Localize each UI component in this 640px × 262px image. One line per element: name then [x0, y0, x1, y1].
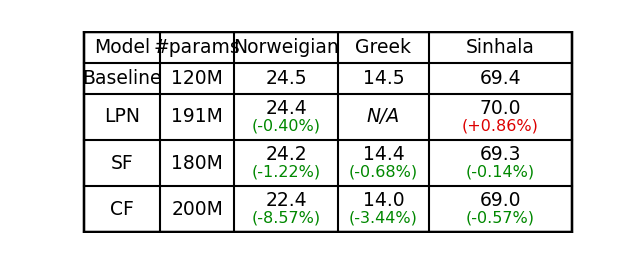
- Text: Norweigian: Norweigian: [233, 38, 339, 57]
- Text: (-8.57%): (-8.57%): [252, 210, 321, 225]
- Text: (-0.40%): (-0.40%): [252, 118, 321, 133]
- Text: 191M: 191M: [172, 107, 223, 127]
- Text: (-0.68%): (-0.68%): [349, 164, 418, 179]
- Text: 120M: 120M: [172, 69, 223, 88]
- Text: 200M: 200M: [172, 200, 223, 219]
- Text: CF: CF: [110, 200, 134, 219]
- Text: 24.4: 24.4: [265, 99, 307, 118]
- Text: (-0.14%): (-0.14%): [466, 164, 535, 179]
- Text: #params: #params: [154, 38, 241, 57]
- Text: 70.0: 70.0: [480, 99, 522, 118]
- Text: (-3.44%): (-3.44%): [349, 210, 418, 225]
- Text: 14.5: 14.5: [363, 69, 404, 88]
- Text: 69.0: 69.0: [480, 191, 522, 210]
- Text: Greek: Greek: [355, 38, 412, 57]
- Text: (-0.57%): (-0.57%): [466, 210, 535, 225]
- Text: N/A: N/A: [367, 107, 400, 127]
- Text: 180M: 180M: [172, 154, 223, 173]
- Text: Baseline: Baseline: [83, 69, 162, 88]
- Text: SF: SF: [111, 154, 134, 173]
- Text: 69.3: 69.3: [480, 145, 522, 164]
- Text: (+0.86%): (+0.86%): [462, 118, 539, 133]
- Text: 69.4: 69.4: [480, 69, 522, 88]
- Text: 24.2: 24.2: [266, 145, 307, 164]
- Text: LPN: LPN: [104, 107, 140, 127]
- Text: 14.0: 14.0: [363, 191, 404, 210]
- Text: 22.4: 22.4: [266, 191, 307, 210]
- Text: Sinhala: Sinhala: [466, 38, 535, 57]
- Text: 14.4: 14.4: [363, 145, 404, 164]
- Text: Model: Model: [94, 38, 150, 57]
- Text: 24.5: 24.5: [266, 69, 307, 88]
- Text: (-1.22%): (-1.22%): [252, 164, 321, 179]
